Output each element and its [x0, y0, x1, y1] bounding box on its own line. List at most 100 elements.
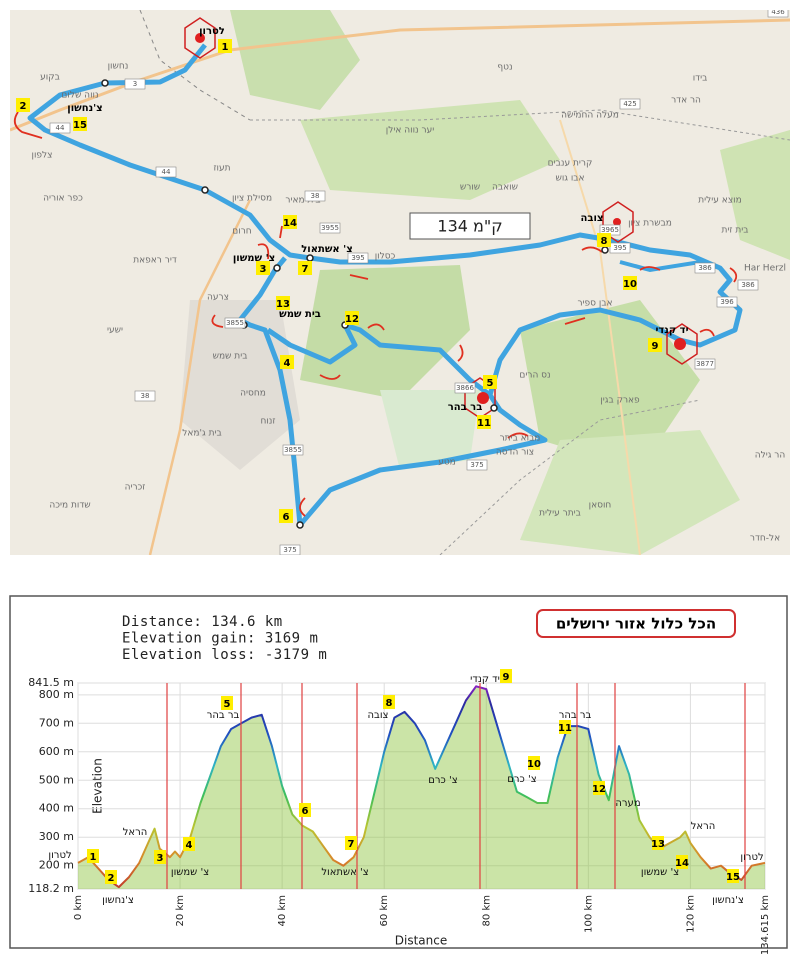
waypoint-box: [648, 338, 662, 352]
waypoint-number: 2: [20, 101, 27, 112]
waypoint-number: 13: [651, 839, 665, 850]
place-label: הראל: [123, 827, 148, 838]
waypoint-box: [16, 98, 30, 112]
forest: [300, 265, 470, 400]
place-label: מסילת ציון: [232, 194, 272, 204]
waypoint-box: [528, 756, 540, 770]
road-number: 3855: [226, 319, 244, 327]
road-number: 38: [311, 192, 320, 200]
waypoint-box: [483, 375, 497, 389]
x-tick-label: 20 km: [175, 895, 186, 926]
place-label: צובה: [368, 710, 389, 721]
place-label: בית זית: [721, 226, 748, 236]
waypoint-number: 3: [260, 264, 267, 275]
road-number: 395: [613, 244, 626, 252]
road-number: 3965: [601, 226, 619, 234]
waypoint-number: 8: [386, 698, 393, 709]
waypoint-name: צ' אשתאול: [301, 244, 353, 255]
waypoint-box: [593, 781, 605, 795]
place-label: צ' כרם: [507, 774, 536, 785]
x-tick-label: 134.615 km: [760, 895, 771, 955]
road-number: 3855: [284, 446, 302, 454]
y-tick-label: 400 m: [39, 802, 74, 815]
waypoint-name: צ'נחשון: [67, 103, 102, 114]
waypoint-box: [345, 311, 359, 325]
waypoint-number: 3: [157, 853, 164, 864]
waypoint-number: 10: [527, 759, 541, 770]
road-shield: [319, 222, 341, 234]
place-label: תעוז: [213, 164, 230, 174]
route: [266, 322, 492, 397]
place-label: ביתר עילית: [539, 509, 581, 519]
border-line: [250, 109, 790, 141]
waypoint-box: [676, 855, 688, 869]
waypoint-box: [559, 720, 571, 734]
waypoint-number: 8: [601, 236, 608, 247]
road-shield: [767, 10, 789, 18]
place-label: שואבה: [492, 183, 518, 193]
waypoint-box: [727, 869, 739, 883]
waypoint-number: 1: [90, 852, 97, 863]
forest: [520, 430, 740, 555]
waypoint-number: 5: [224, 699, 231, 710]
waypoint-box: [276, 296, 290, 310]
waypoint-box: [597, 233, 611, 247]
place-label: יד קנדי: [470, 674, 500, 685]
road-shield: [737, 279, 759, 291]
place-label: נטף: [497, 63, 512, 73]
waypoint-box: [183, 837, 195, 851]
y-axis-label: Elevation: [91, 758, 105, 814]
y-tick-label: 500 m: [39, 773, 74, 786]
waypoint-number: 5: [487, 378, 494, 389]
place-label: הראל: [691, 821, 716, 832]
place-label: אבו גוש: [555, 174, 584, 184]
y-tick-label: 600 m: [39, 745, 74, 758]
road-number: 44: [56, 124, 65, 132]
place-label: כפר אוריה: [43, 194, 83, 204]
waypoint-number: 4: [284, 358, 291, 369]
place-label: צלפון: [32, 151, 53, 161]
road-shield: [155, 166, 177, 178]
road-shield: [466, 459, 488, 471]
road-shield: [134, 390, 156, 402]
place-label: בית מאיר: [285, 196, 320, 206]
place-label: חרום: [232, 227, 252, 237]
waypoint-box: [154, 850, 166, 864]
distance-box: [409, 212, 531, 240]
x-tick-label: 60 km: [379, 895, 390, 926]
waypoint-box: [500, 669, 512, 683]
y-tick-label: 300 m: [39, 830, 74, 843]
place-label: לטרון: [48, 850, 71, 861]
forest: [230, 10, 360, 110]
title-box: [536, 609, 736, 638]
y-tick-label: 841.5 m: [28, 676, 74, 689]
place-label: בית ג'מאל: [182, 429, 221, 439]
place-label: יער נווה אילן: [386, 126, 434, 136]
distance-label: 134 ק"מ: [437, 217, 502, 236]
road-shield: [694, 262, 716, 274]
place-label: צ' אשתאול: [321, 867, 368, 878]
road-number: 3955: [321, 224, 339, 232]
waypoint-box: [298, 261, 312, 275]
place-label: בר בהר: [207, 710, 240, 721]
place-label: זכריה: [125, 483, 146, 493]
place-label: מחסיה: [240, 389, 266, 399]
waypoint-number: 14: [283, 218, 297, 229]
place-label: נחשון: [108, 62, 129, 72]
place-label: הר גילה: [755, 451, 786, 461]
road-shield: [619, 98, 641, 110]
road-number: 375: [470, 461, 483, 469]
road-number: 436: [771, 8, 785, 16]
waypoint-number: 15: [73, 120, 87, 131]
road: [10, 18, 790, 132]
road-shield: [282, 444, 304, 456]
route-points: [101, 79, 609, 529]
road-number: 396: [720, 298, 734, 306]
direction-arrows: [13, 111, 738, 517]
border-line: [139, 10, 251, 121]
map: 134 ק"מ בקוע נחשון נטף צלפון תעוז כפר אוריה מסי…: [10, 8, 790, 555]
waypoint-number: 1: [222, 42, 229, 53]
waypoint-number: 13: [276, 299, 290, 310]
waypoint-number: 9: [503, 672, 510, 683]
